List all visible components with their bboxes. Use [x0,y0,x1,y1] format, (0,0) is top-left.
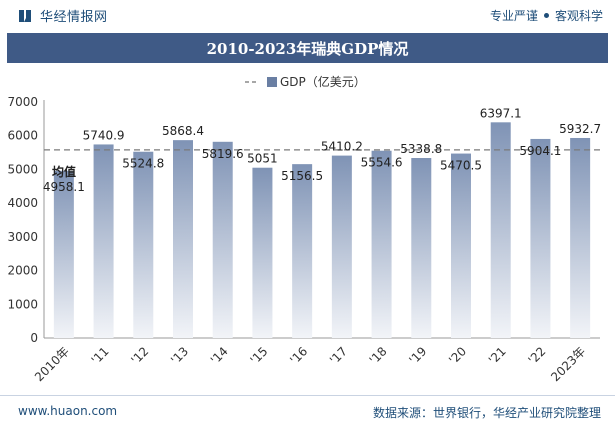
chart-svg: 0 1000 2000 3000 4000 5000 6000 7000 GDP（亿美元） 均值4… [7,74,601,384]
data-label: 5524.8 [122,157,164,171]
data-label: 5932.7 [559,122,601,136]
tagline-left: 专业严谨 [489,9,538,23]
data-label: 5470.5 [440,159,482,173]
x-tick-label: 2010年 [32,344,72,384]
brand-name: 华经情报网 [40,10,108,25]
legend-bar-swatch [267,77,277,87]
x-tick-label: '19 [406,344,429,367]
top-bar: 华经情报网 专业严谨 客观科学 [0,0,615,30]
data-label: 5156.5 [281,169,323,183]
bar [371,150,392,338]
bar [570,137,591,338]
data-label: 5740.9 [83,128,125,142]
bar [252,167,273,338]
data-label: 5554.6 [361,156,403,170]
brand: 华经情报网 [18,6,108,25]
bar [93,144,114,338]
x-tick-label: 2023年 [548,344,588,384]
data-label: 5338.8 [400,142,442,156]
legend-series-label: GDP（亿美元） [280,74,366,89]
bar [331,155,352,338]
tagline: 专业严谨 客观科学 [490,7,603,24]
x-tick-label: '14 [208,344,231,367]
x-tick-label: '12 [128,344,151,367]
data-label: 5819.6 [202,147,244,161]
y-tick-label: 5000 [7,162,38,176]
footer-source: 数据来源：世界银行，华经产业研究院整理 [372,406,601,420]
x-tick-label: '21 [486,344,509,367]
footer: www.huaon.com 数据来源：世界银行，华经产业研究院整理 [0,395,615,428]
title-bar: 2010-2023年瑞典GDP情况 [7,33,608,63]
data-label: 5410.2 [321,140,363,154]
bar [133,151,154,338]
chart-title: 2010-2023年瑞典GDP情况 [206,39,409,58]
x-tick-label: '20 [446,344,469,367]
bar [292,164,313,338]
y-tick-label: 6000 [7,129,38,143]
data-label: 4958.1 [43,180,85,194]
y-tick-label: 3000 [7,230,38,244]
y-tick-label: 1000 [7,297,38,311]
bar [173,140,193,338]
data-label: 5904.1 [519,144,561,158]
y-tick-label: 0 [30,331,38,345]
data-label: 5051 [247,152,278,166]
bar [490,122,511,338]
y-tick-label: 2000 [7,264,38,278]
x-tick-label: '18 [367,344,390,367]
x-tick-label: '13 [168,344,191,367]
bar [530,138,551,338]
tagline-separator-dot [543,13,549,18]
y-tick-label: 4000 [7,196,38,210]
x-tick-label: '11 [89,344,112,367]
bar [451,153,471,338]
data-label: 6397.1 [480,106,522,120]
bar [212,141,233,338]
y-tick-label: 7000 [7,95,38,109]
x-tick-label: '22 [526,344,549,367]
bar [411,158,432,338]
x-tick-label: '16 [287,344,310,367]
x-tick-label: '15 [248,344,271,367]
brand-logo-icon [19,9,31,22]
tagline-right: 客观科学 [554,9,603,23]
data-label: 5868.4 [162,124,204,138]
average-label: 均值 [52,164,76,179]
x-tick-label: '17 [327,344,350,367]
bar [53,170,74,338]
footer-website[interactable]: www.huaon.com [18,404,118,418]
